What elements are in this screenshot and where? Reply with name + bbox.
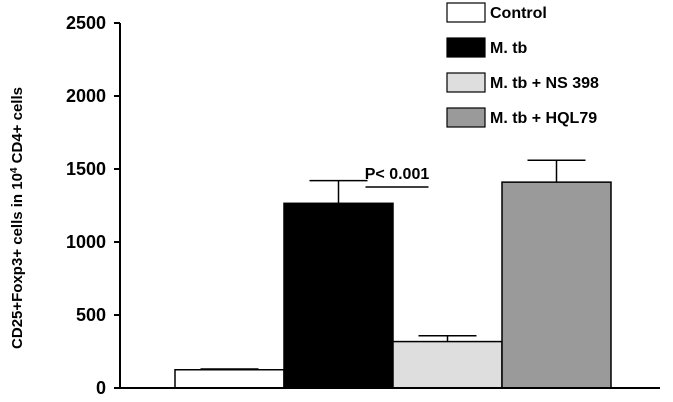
y-axis-title-prefix: CD25+Foxp3+ cells in 10 [9,173,26,349]
y-tick-label: 500 [76,305,106,325]
y-tick-label: 1000 [66,232,106,252]
y-tick-label: 0 [96,378,106,398]
legend-swatch [446,72,486,93]
y-ticks: 0 500 1000 1500 2000 2500 [66,13,120,398]
legend: Control M. tb M. tb + NS 398 M. tb + HQL79 [446,2,599,128]
y-axis-title: CD25+Foxp3+ cells in 104 CD4+ cells [9,87,27,349]
significance-label: P< 0.001 [365,166,430,183]
legend-label: M. tb [490,40,528,57]
y-axis-title-superscript: 4 [9,167,20,173]
significance-annotation: P< 0.001 [365,166,430,188]
bar-m-tb-ns-398 [392,340,503,389]
y-axis-title-suffix: CD4+ cells [9,87,26,167]
legend-label: M. tb + HQL79 [490,110,597,127]
y-tick-label: 1500 [66,159,106,179]
y-tick-label: 2500 [66,13,106,33]
legend-label: M. tb + NS 398 [490,75,599,92]
bars-layer [174,181,612,389]
error-bars-layer [200,159,586,370]
y-tick-label: 2000 [66,86,106,106]
legend-swatch [446,107,486,128]
bar-m-tb [283,202,394,389]
bar-control [174,369,285,389]
legend-swatch [446,37,486,58]
legend-label: Control [490,5,547,22]
legend-swatch [446,2,486,23]
bar-m-tb-hql79 [501,181,612,389]
